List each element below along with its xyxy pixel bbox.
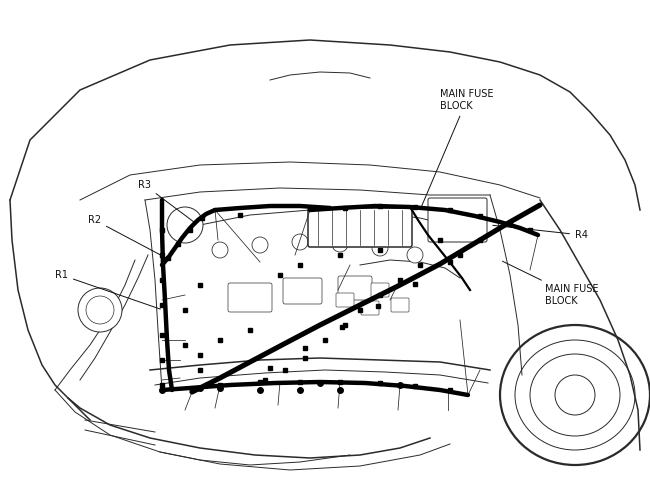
Circle shape [555, 375, 595, 415]
FancyBboxPatch shape [361, 301, 379, 315]
FancyBboxPatch shape [371, 283, 389, 297]
Circle shape [252, 237, 268, 253]
FancyBboxPatch shape [391, 298, 409, 312]
Text: MAIN FUSE
BLOCK: MAIN FUSE BLOCK [421, 89, 493, 208]
Circle shape [332, 236, 348, 252]
FancyBboxPatch shape [228, 283, 272, 312]
Circle shape [86, 296, 114, 324]
Circle shape [372, 240, 388, 256]
FancyBboxPatch shape [338, 276, 372, 300]
FancyBboxPatch shape [283, 278, 322, 304]
Text: R1: R1 [55, 270, 161, 309]
Circle shape [292, 234, 308, 250]
Circle shape [407, 247, 423, 263]
FancyBboxPatch shape [308, 208, 412, 247]
Circle shape [78, 288, 122, 332]
Text: MAIN FUSE
BLOCK: MAIN FUSE BLOCK [502, 261, 599, 306]
FancyBboxPatch shape [336, 293, 354, 307]
FancyBboxPatch shape [428, 198, 487, 242]
Text: R3: R3 [138, 180, 196, 223]
Circle shape [212, 242, 228, 258]
Text: R2: R2 [88, 215, 168, 259]
Circle shape [167, 207, 203, 243]
Text: R4: R4 [493, 225, 588, 240]
